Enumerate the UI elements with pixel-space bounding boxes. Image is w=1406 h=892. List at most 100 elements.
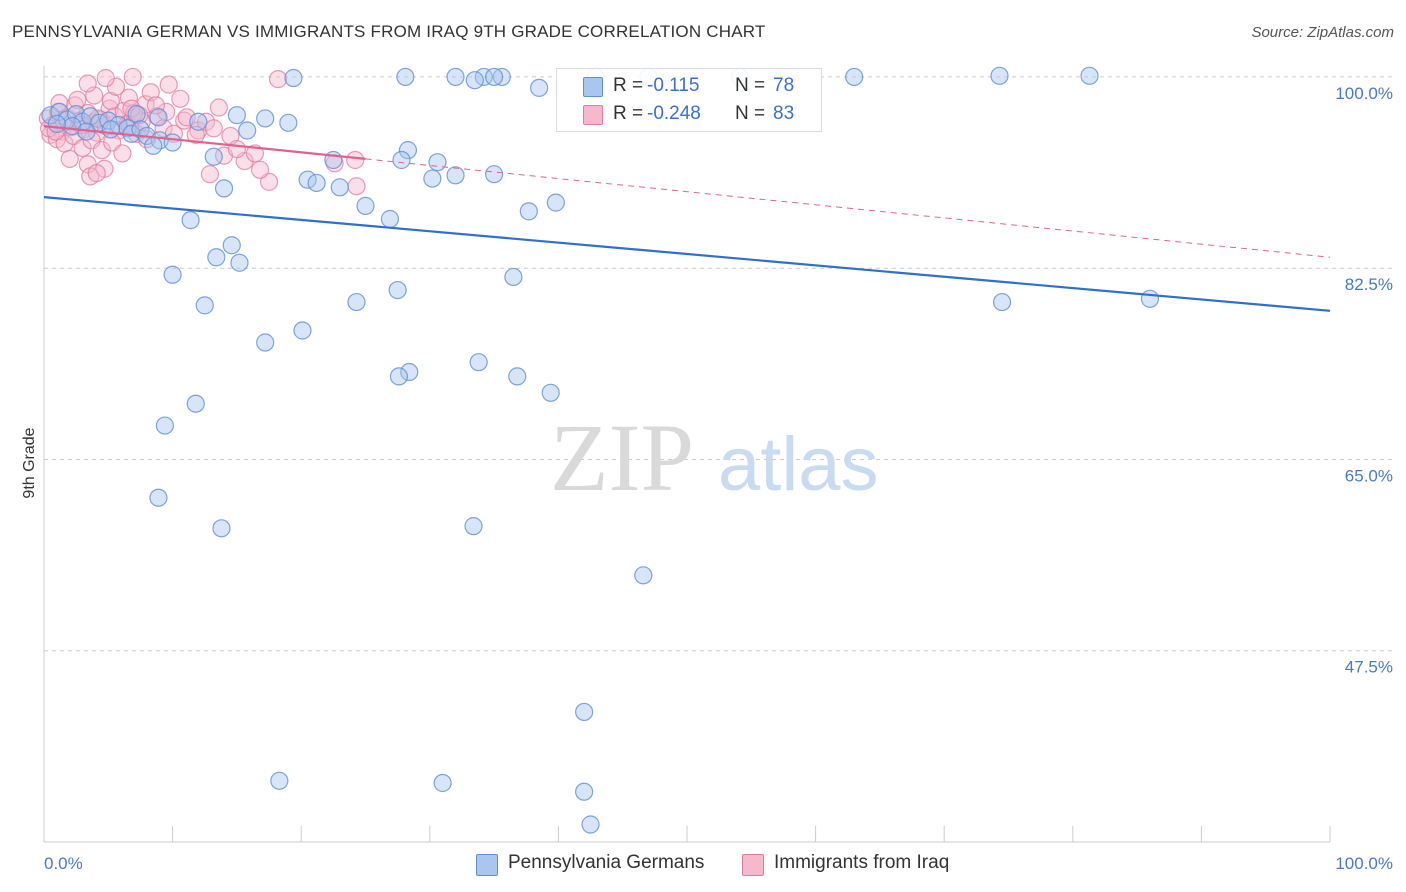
watermark: ZIP atlas [550, 404, 879, 511]
data-point-immigrants-from-iraq [250, 160, 270, 179]
x-tick-label: 100.0% [1335, 854, 1393, 873]
data-point-immigrants-from-iraq [78, 74, 97, 93]
legend-r-value: -0.248 [647, 103, 701, 124]
data-point-pennsylvania-germans [388, 280, 407, 300]
y-tick-label: 82.5% [1345, 275, 1393, 294]
data-point-pennsylvania-germans [347, 292, 366, 312]
data-point-pennsylvania-germans [256, 333, 275, 352]
data-point-pennsylvania-germans [189, 112, 208, 131]
data-point-immigrants-from-iraq [113, 144, 132, 163]
data-point-pennsylvania-germans [530, 78, 549, 97]
data-point-immigrants-from-iraq [259, 172, 279, 191]
data-point-pennsylvania-germans [465, 71, 484, 90]
data-point-pennsylvania-germans [307, 173, 326, 193]
data-point-immigrants-from-iraq [101, 91, 120, 111]
legend-r-label: R = [613, 75, 644, 96]
data-point-pennsylvania-germans [428, 153, 447, 172]
data-point-pennsylvania-germans [433, 773, 452, 793]
data-point-pennsylvania-germans [1080, 66, 1099, 85]
data-point-pennsylvania-germans [380, 209, 400, 229]
data-point-pennsylvania-germans [446, 67, 465, 87]
data-point-immigrants-from-iraq [177, 108, 196, 127]
data-point-pennsylvania-germans [469, 353, 488, 372]
legend-n-value: 78 [773, 75, 795, 96]
legend-r-value: -0.115 [647, 75, 700, 96]
legend-swatch-blue [583, 77, 603, 97]
trend-line-pennsylvania-germans [43, 196, 1331, 312]
data-point-immigrants-from-iraq [123, 67, 142, 87]
data-point-pennsylvania-germans [423, 169, 442, 188]
data-point-pennsylvania-germans [230, 253, 249, 272]
data-point-immigrants-from-iraq [204, 119, 223, 138]
data-point-pennsylvania-germans [227, 106, 246, 125]
data-point-pennsylvania-germans [389, 367, 409, 386]
source-credit: Source: ZipAtlas.com [1251, 24, 1394, 41]
data-point-pennsylvania-germans [214, 179, 234, 198]
data-point-pennsylvania-germans [284, 68, 303, 88]
data-point-pennsylvania-germans [238, 121, 257, 140]
data-point-pennsylvania-germans [492, 67, 511, 87]
legend-n-label: N = [735, 75, 766, 96]
data-point-pennsylvania-germans [149, 488, 168, 507]
data-point-immigrants-from-iraq [60, 149, 79, 169]
y-tick-label: 65.0% [1345, 466, 1393, 485]
correlation-legend: R = -0.115 N = 78 R = -0.248 N = 83 [556, 68, 822, 132]
data-point-immigrants-from-iraq [346, 150, 365, 170]
data-point-pennsylvania-germans [270, 771, 289, 790]
bottom-legend-label: Immigrants from Iraq [774, 852, 950, 873]
data-point-pennsylvania-germans [186, 394, 205, 413]
data-point-pennsylvania-germans [845, 67, 864, 87]
data-point-pennsylvania-germans [541, 383, 560, 402]
y-axis-label: 9th Grade [21, 427, 38, 498]
watermark-atlas: atlas [718, 422, 879, 507]
bottom-legend-label: Pennsylvania Germans [508, 852, 705, 873]
data-point-pennsylvania-germans [81, 107, 100, 126]
data-point-immigrants-from-iraq [175, 111, 194, 130]
data-point-pennsylvania-germans [195, 296, 214, 315]
data-point-pennsylvania-germans [279, 113, 298, 132]
data-point-immigrants-from-iraq [268, 70, 288, 89]
data-point-immigrants-from-iraq [245, 144, 265, 163]
data-point-pennsylvania-germans [204, 147, 223, 166]
data-point-pennsylvania-germans [581, 815, 600, 834]
data-point-immigrants-from-iraq [347, 177, 366, 196]
data-point-pennsylvania-germans [222, 236, 241, 255]
data-point-immigrants-from-iraq [92, 141, 111, 160]
bottom-legend-swatch-pink [742, 854, 764, 876]
data-point-pennsylvania-germans [398, 141, 418, 160]
y-tick-label: 100.0% [1335, 84, 1393, 103]
data-point-pennsylvania-germans [396, 67, 415, 87]
bottom-legend-swatch-blue [476, 854, 498, 876]
data-point-pennsylvania-germans [212, 519, 231, 538]
data-point-immigrants-from-iraq [96, 68, 115, 88]
data-point-pennsylvania-germans [163, 133, 182, 152]
data-point-pennsylvania-germans [575, 782, 594, 801]
data-point-pennsylvania-germans [519, 202, 538, 221]
data-point-pennsylvania-germans [256, 109, 275, 128]
data-point-pennsylvania-germans [127, 104, 146, 124]
data-point-pennsylvania-germans [485, 67, 504, 87]
data-point-immigrants-from-iraq [200, 165, 219, 184]
trend-line-immigrants-from-iraq-extension [365, 158, 1331, 258]
data-point-pennsylvania-germans [207, 248, 226, 267]
trend-lines [43, 125, 1331, 312]
data-point-pennsylvania-germans [464, 517, 483, 536]
data-point-pennsylvania-germans [149, 108, 168, 127]
x-tick-label: 0.0% [44, 854, 83, 873]
data-point-pennsylvania-germans [47, 114, 66, 134]
legend-n-label: N = [735, 103, 766, 124]
data-point-immigrants-from-iraq [159, 75, 178, 94]
legend-swatch-pink [583, 105, 603, 125]
data-point-pennsylvania-germans [181, 211, 200, 230]
data-point-immigrants-from-iraq [68, 90, 87, 109]
data-point-pennsylvania-germans [508, 367, 527, 386]
data-point-pennsylvania-germans [485, 165, 504, 184]
data-point-pennsylvania-germans [144, 136, 163, 155]
data-point-pennsylvania-germans [155, 416, 174, 435]
data-point-pennsylvania-germans [131, 120, 150, 139]
data-point-pennsylvania-germans [163, 265, 182, 284]
data-point-immigrants-from-iraq [227, 139, 246, 159]
data-point-pennsylvania-germans [634, 566, 653, 585]
data-point-pennsylvania-germans [400, 362, 419, 382]
